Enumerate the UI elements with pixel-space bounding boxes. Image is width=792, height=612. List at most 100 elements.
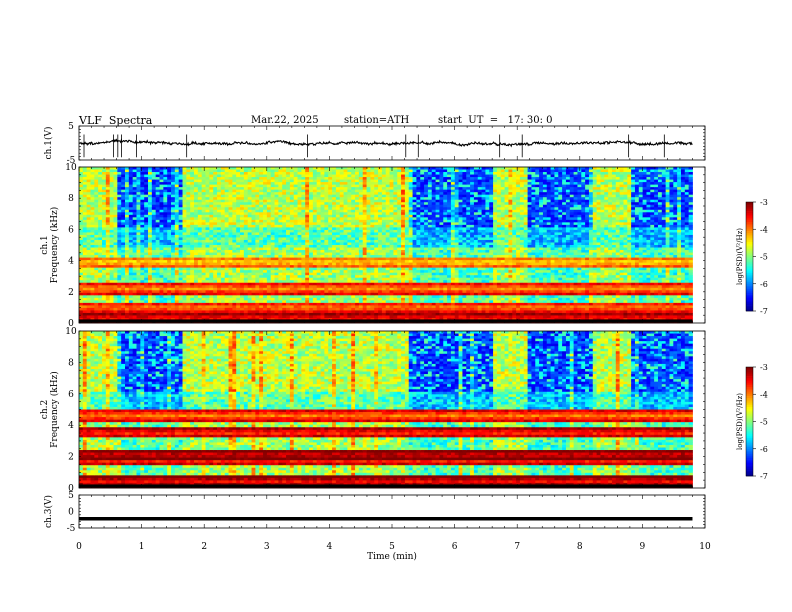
spectrogram-cell	[198, 278, 202, 281]
spectrogram-cell	[186, 187, 190, 190]
spectrogram-cell	[140, 240, 144, 243]
spectrogram-cell	[179, 258, 183, 261]
spectrogram-cell	[309, 232, 313, 235]
spectrogram-cell	[374, 253, 378, 256]
spectrogram-cell	[232, 273, 236, 276]
spectrogram-cell	[87, 245, 91, 248]
spectrogram-cell	[359, 175, 363, 178]
spectrogram-cell	[190, 273, 194, 276]
spectrogram-cell	[137, 212, 141, 215]
spectrogram-cell	[98, 290, 102, 293]
spectrogram-cell	[163, 308, 167, 311]
spectrogram-cell	[363, 285, 367, 288]
spectrogram-cell	[171, 275, 175, 278]
spectrogram-cell	[370, 280, 374, 283]
spectrogram-cell	[294, 270, 298, 273]
spectrogram-cell	[271, 275, 275, 278]
spectrogram-cell	[267, 290, 271, 293]
spectrogram-cell	[209, 285, 213, 288]
spectrogram-cell	[351, 250, 355, 253]
spectrogram-cell	[236, 202, 240, 205]
spectrogram-cell	[148, 242, 152, 245]
spectrogram-cell	[137, 248, 141, 251]
spectrogram-cell	[129, 260, 133, 263]
spectrogram-cell	[121, 270, 125, 273]
spectrogram-cell	[167, 175, 171, 178]
spectrogram-cell	[347, 217, 351, 220]
spectrogram-cell	[294, 258, 298, 261]
spectrogram-cell	[232, 172, 236, 175]
spectrogram-cell	[129, 192, 133, 195]
spectrogram-cell	[102, 298, 106, 301]
spectrogram-cell	[148, 220, 152, 223]
spectrogram-cell	[321, 268, 325, 271]
spectrogram-cell	[160, 217, 164, 220]
spectrogram-cell	[347, 305, 351, 308]
spectrogram-cell	[183, 230, 187, 233]
spectrogram-cell	[363, 265, 367, 268]
spectrogram-cell	[294, 260, 298, 263]
spectrogram-cell	[374, 210, 378, 213]
spectrogram-cell	[156, 192, 160, 195]
spectrogram-cell	[129, 242, 133, 245]
spectrogram-cell	[121, 180, 125, 183]
spectrogram-cell	[198, 167, 202, 170]
spectrogram-cell	[206, 170, 210, 173]
spectrogram-cell	[370, 180, 374, 183]
spectrogram-cell	[290, 310, 294, 313]
spectrogram-cell	[259, 217, 263, 220]
spectrogram-cell	[156, 207, 160, 210]
spectrogram-cell	[114, 207, 118, 210]
spectrogram-cell	[198, 298, 202, 301]
spectrogram-cell	[87, 225, 91, 228]
spectrogram-cell	[374, 248, 378, 251]
spectrogram-cell	[194, 227, 198, 230]
spectrogram-cell	[370, 212, 374, 215]
spectrogram-cell	[263, 260, 267, 263]
spectrogram-cell	[186, 190, 190, 193]
spectrogram-cell	[148, 195, 152, 198]
spectrogram-cell	[301, 265, 305, 268]
spectrogram-cell	[278, 222, 282, 225]
spectrogram-cell	[148, 295, 152, 298]
spectrogram-cell	[367, 180, 371, 183]
spectrogram-cell	[244, 253, 248, 256]
spectrogram-cell	[202, 210, 206, 213]
spectrogram-cell	[98, 182, 102, 185]
spectrogram-cell	[94, 248, 98, 251]
spectrogram-cell	[137, 185, 141, 188]
spectrogram-cell	[125, 250, 129, 253]
spectrogram-cell	[351, 180, 355, 183]
spectrogram-cell	[144, 253, 148, 256]
spectrogram-cell	[117, 222, 121, 225]
spectrogram-cell	[340, 190, 344, 193]
spectrogram-cell	[355, 258, 359, 261]
spectrogram-cell	[171, 190, 175, 193]
spectrogram-cell	[271, 217, 275, 220]
spectrogram-cell	[106, 255, 110, 258]
spectrogram-cell	[236, 265, 240, 268]
spectrogram-cell	[282, 245, 286, 248]
spectrogram-cell	[183, 190, 187, 193]
spectrogram-cell	[267, 260, 271, 263]
spectrogram-cell	[160, 197, 164, 200]
spectrogram-cell	[347, 192, 351, 195]
spectrogram-cell	[79, 185, 83, 188]
spectrogram-cell	[167, 172, 171, 175]
spectrogram-cell	[355, 232, 359, 235]
spectrogram-cell	[114, 300, 118, 303]
spectrogram-cell	[202, 250, 206, 253]
spectrogram-cell	[140, 288, 144, 291]
spectrogram-cell	[309, 280, 313, 283]
spectrogram-cell	[255, 197, 259, 200]
spectrogram-cell	[236, 185, 240, 188]
spectrogram-cell	[190, 298, 194, 301]
spectrogram-cell	[317, 170, 321, 173]
spectrogram-cell	[336, 258, 340, 261]
spectrogram-cell	[259, 192, 263, 195]
spectrogram-cell	[232, 205, 236, 208]
spectrogram-cell	[267, 197, 271, 200]
spectrogram-cell	[152, 303, 156, 306]
spectrogram-cell	[144, 255, 148, 258]
spectrogram-cell	[144, 167, 148, 170]
